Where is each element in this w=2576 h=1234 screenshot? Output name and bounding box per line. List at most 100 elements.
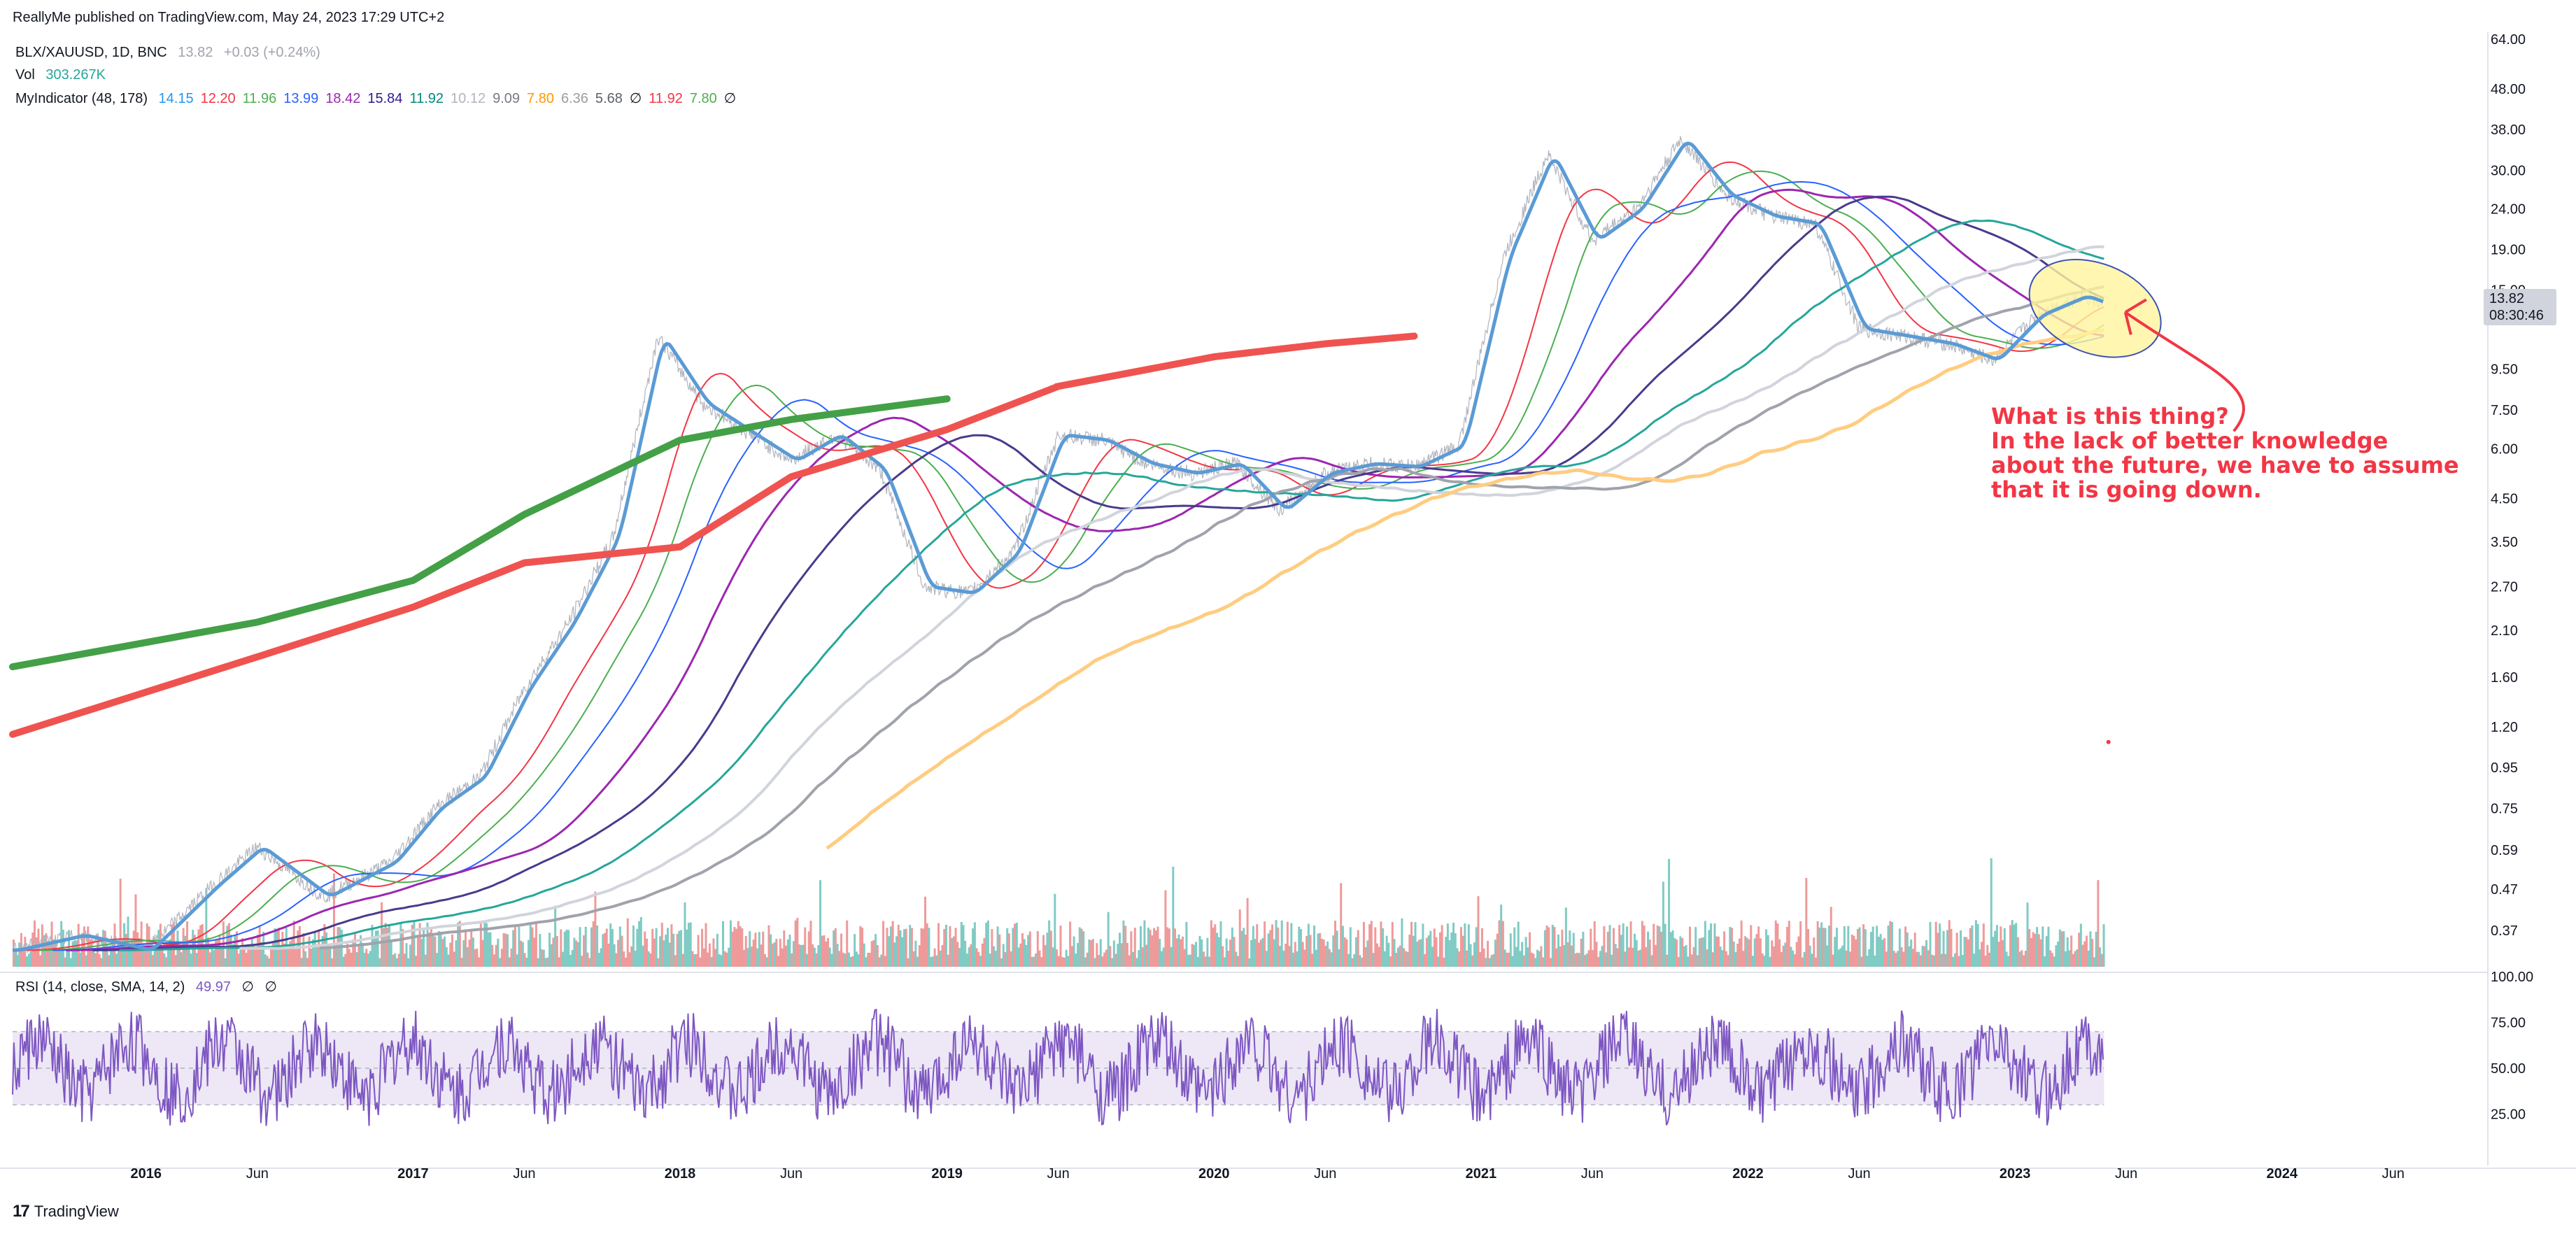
volume-bar bbox=[554, 905, 557, 967]
volume-bar bbox=[1919, 955, 1922, 967]
indicator-legend[interactable]: MyIndicator (48, 178) 14.15 12.20 11.96 13.… bbox=[15, 90, 750, 107]
volume-bar bbox=[388, 926, 390, 967]
volume-bar bbox=[2083, 941, 2086, 967]
volume-bar bbox=[933, 948, 936, 967]
volume-bar bbox=[2078, 932, 2081, 967]
volume-bar bbox=[100, 958, 103, 967]
volume-bar bbox=[289, 941, 292, 967]
volume-bar bbox=[1052, 947, 1054, 967]
volume-bar bbox=[941, 945, 944, 967]
volume-bar bbox=[1000, 958, 1003, 967]
volume-bar bbox=[1315, 949, 1317, 967]
volume-bar bbox=[1683, 946, 1685, 967]
rsi-tick-label: 50.00 bbox=[2491, 1061, 2526, 1077]
volume-bar bbox=[1364, 946, 1367, 967]
rsi-tick-label: 100.00 bbox=[2491, 970, 2533, 985]
volume-bar bbox=[914, 940, 917, 967]
y-tick-label: 1.60 bbox=[2491, 670, 2518, 686]
volume-bar bbox=[451, 934, 453, 967]
volume-bar bbox=[264, 954, 267, 967]
volume-bar bbox=[470, 928, 473, 967]
volume-bar bbox=[1887, 926, 1890, 967]
volume-bar bbox=[1446, 923, 1449, 967]
volume-bar bbox=[1128, 955, 1131, 967]
volume-bar bbox=[1574, 953, 1577, 967]
volume-bar bbox=[444, 936, 446, 967]
annotation-arrow bbox=[2124, 311, 2245, 432]
volume-bar bbox=[1929, 921, 1932, 967]
volume-bar bbox=[1233, 937, 1236, 967]
volume-bar bbox=[659, 936, 662, 967]
volume-bar bbox=[1889, 921, 1892, 967]
volume-legend[interactable]: Vol 303.267K bbox=[15, 67, 113, 83]
volume-bar bbox=[928, 928, 930, 967]
volume-bar bbox=[203, 949, 206, 967]
volume-bar bbox=[1168, 928, 1170, 967]
indicator-values: 14.15 12.20 11.96 13.99 18.42 15.84 11.92 10.12… bbox=[159, 91, 744, 106]
volume-bar bbox=[1524, 937, 1527, 967]
thick-red-curve bbox=[9, 332, 1418, 738]
volume-bar bbox=[237, 953, 240, 967]
volume-bar bbox=[691, 951, 694, 967]
volume-bar bbox=[1666, 954, 1669, 967]
volume-bar bbox=[868, 953, 871, 967]
volume-bar bbox=[325, 932, 328, 967]
price-tag-box bbox=[2484, 288, 2556, 325]
tradingview-logo[interactable]: 17 TradingView bbox=[13, 1202, 119, 1221]
volume-bar bbox=[235, 931, 238, 967]
volume-bar bbox=[1925, 939, 1928, 967]
volume-bar bbox=[1048, 920, 1051, 967]
volume-bar bbox=[340, 929, 343, 967]
symbol-legend[interactable]: BLX/XAUUSD, 1D, BNC 13.82 +0.03 (+0.24%) bbox=[15, 45, 327, 61]
rsi-legend[interactable]: RSI (14, close, SMA, 14, 2) 49.97 ∅ ∅ bbox=[15, 978, 284, 995]
volume-bar bbox=[1876, 926, 1878, 967]
volume-bar bbox=[809, 921, 812, 967]
indicator-value-3: 13.99 bbox=[283, 91, 319, 106]
volume-bar bbox=[781, 948, 784, 967]
volume-bar bbox=[413, 921, 416, 967]
volume-bar bbox=[2044, 956, 2046, 967]
volume-bar bbox=[1410, 921, 1413, 967]
volume-bar bbox=[426, 922, 429, 967]
volume-bar bbox=[1669, 932, 1672, 967]
y-tick-label: 6.00 bbox=[2491, 441, 2518, 457]
volume-bar bbox=[1240, 930, 1243, 967]
volume-bar bbox=[386, 928, 389, 967]
volume-bar bbox=[1019, 943, 1022, 967]
volume-bar bbox=[2072, 953, 2074, 967]
volume-bar bbox=[1828, 926, 1831, 967]
volume-bar bbox=[855, 951, 858, 967]
volume-bar bbox=[2097, 880, 2100, 967]
volume-bar bbox=[891, 921, 894, 967]
volume-bar bbox=[605, 928, 608, 967]
volume-bar bbox=[1629, 921, 1632, 967]
volume-bar bbox=[1584, 955, 1587, 967]
volume-bar bbox=[441, 939, 444, 967]
volume-bar bbox=[1070, 946, 1073, 967]
volume-bar bbox=[1748, 939, 1750, 967]
volume-bar bbox=[306, 958, 309, 967]
volume-bar bbox=[1429, 930, 1432, 967]
volume-bar bbox=[1330, 952, 1333, 967]
volume-bar bbox=[1895, 953, 1897, 967]
volume-bar bbox=[840, 933, 843, 967]
volume-bar bbox=[783, 930, 786, 967]
volume-bar bbox=[1198, 935, 1201, 967]
volume-bar bbox=[896, 936, 898, 967]
volume-bar bbox=[500, 949, 503, 967]
volume-bar bbox=[432, 936, 434, 967]
price-raw-line bbox=[12, 136, 2104, 958]
volume-bar bbox=[815, 953, 818, 967]
volume-bar bbox=[1023, 939, 1026, 967]
x-tick-label: Jun bbox=[1581, 1166, 1604, 1182]
volume-bar bbox=[1515, 946, 1517, 967]
volume-bar bbox=[630, 946, 633, 967]
volume-bar bbox=[1042, 935, 1045, 967]
volume-bar bbox=[1654, 944, 1657, 967]
volume-bar bbox=[300, 958, 303, 967]
price-smooth-line bbox=[12, 141, 2104, 952]
volume-bar bbox=[851, 956, 854, 967]
volume-bar bbox=[1294, 942, 1296, 967]
indicator-value-10: 6.36 bbox=[560, 91, 588, 106]
